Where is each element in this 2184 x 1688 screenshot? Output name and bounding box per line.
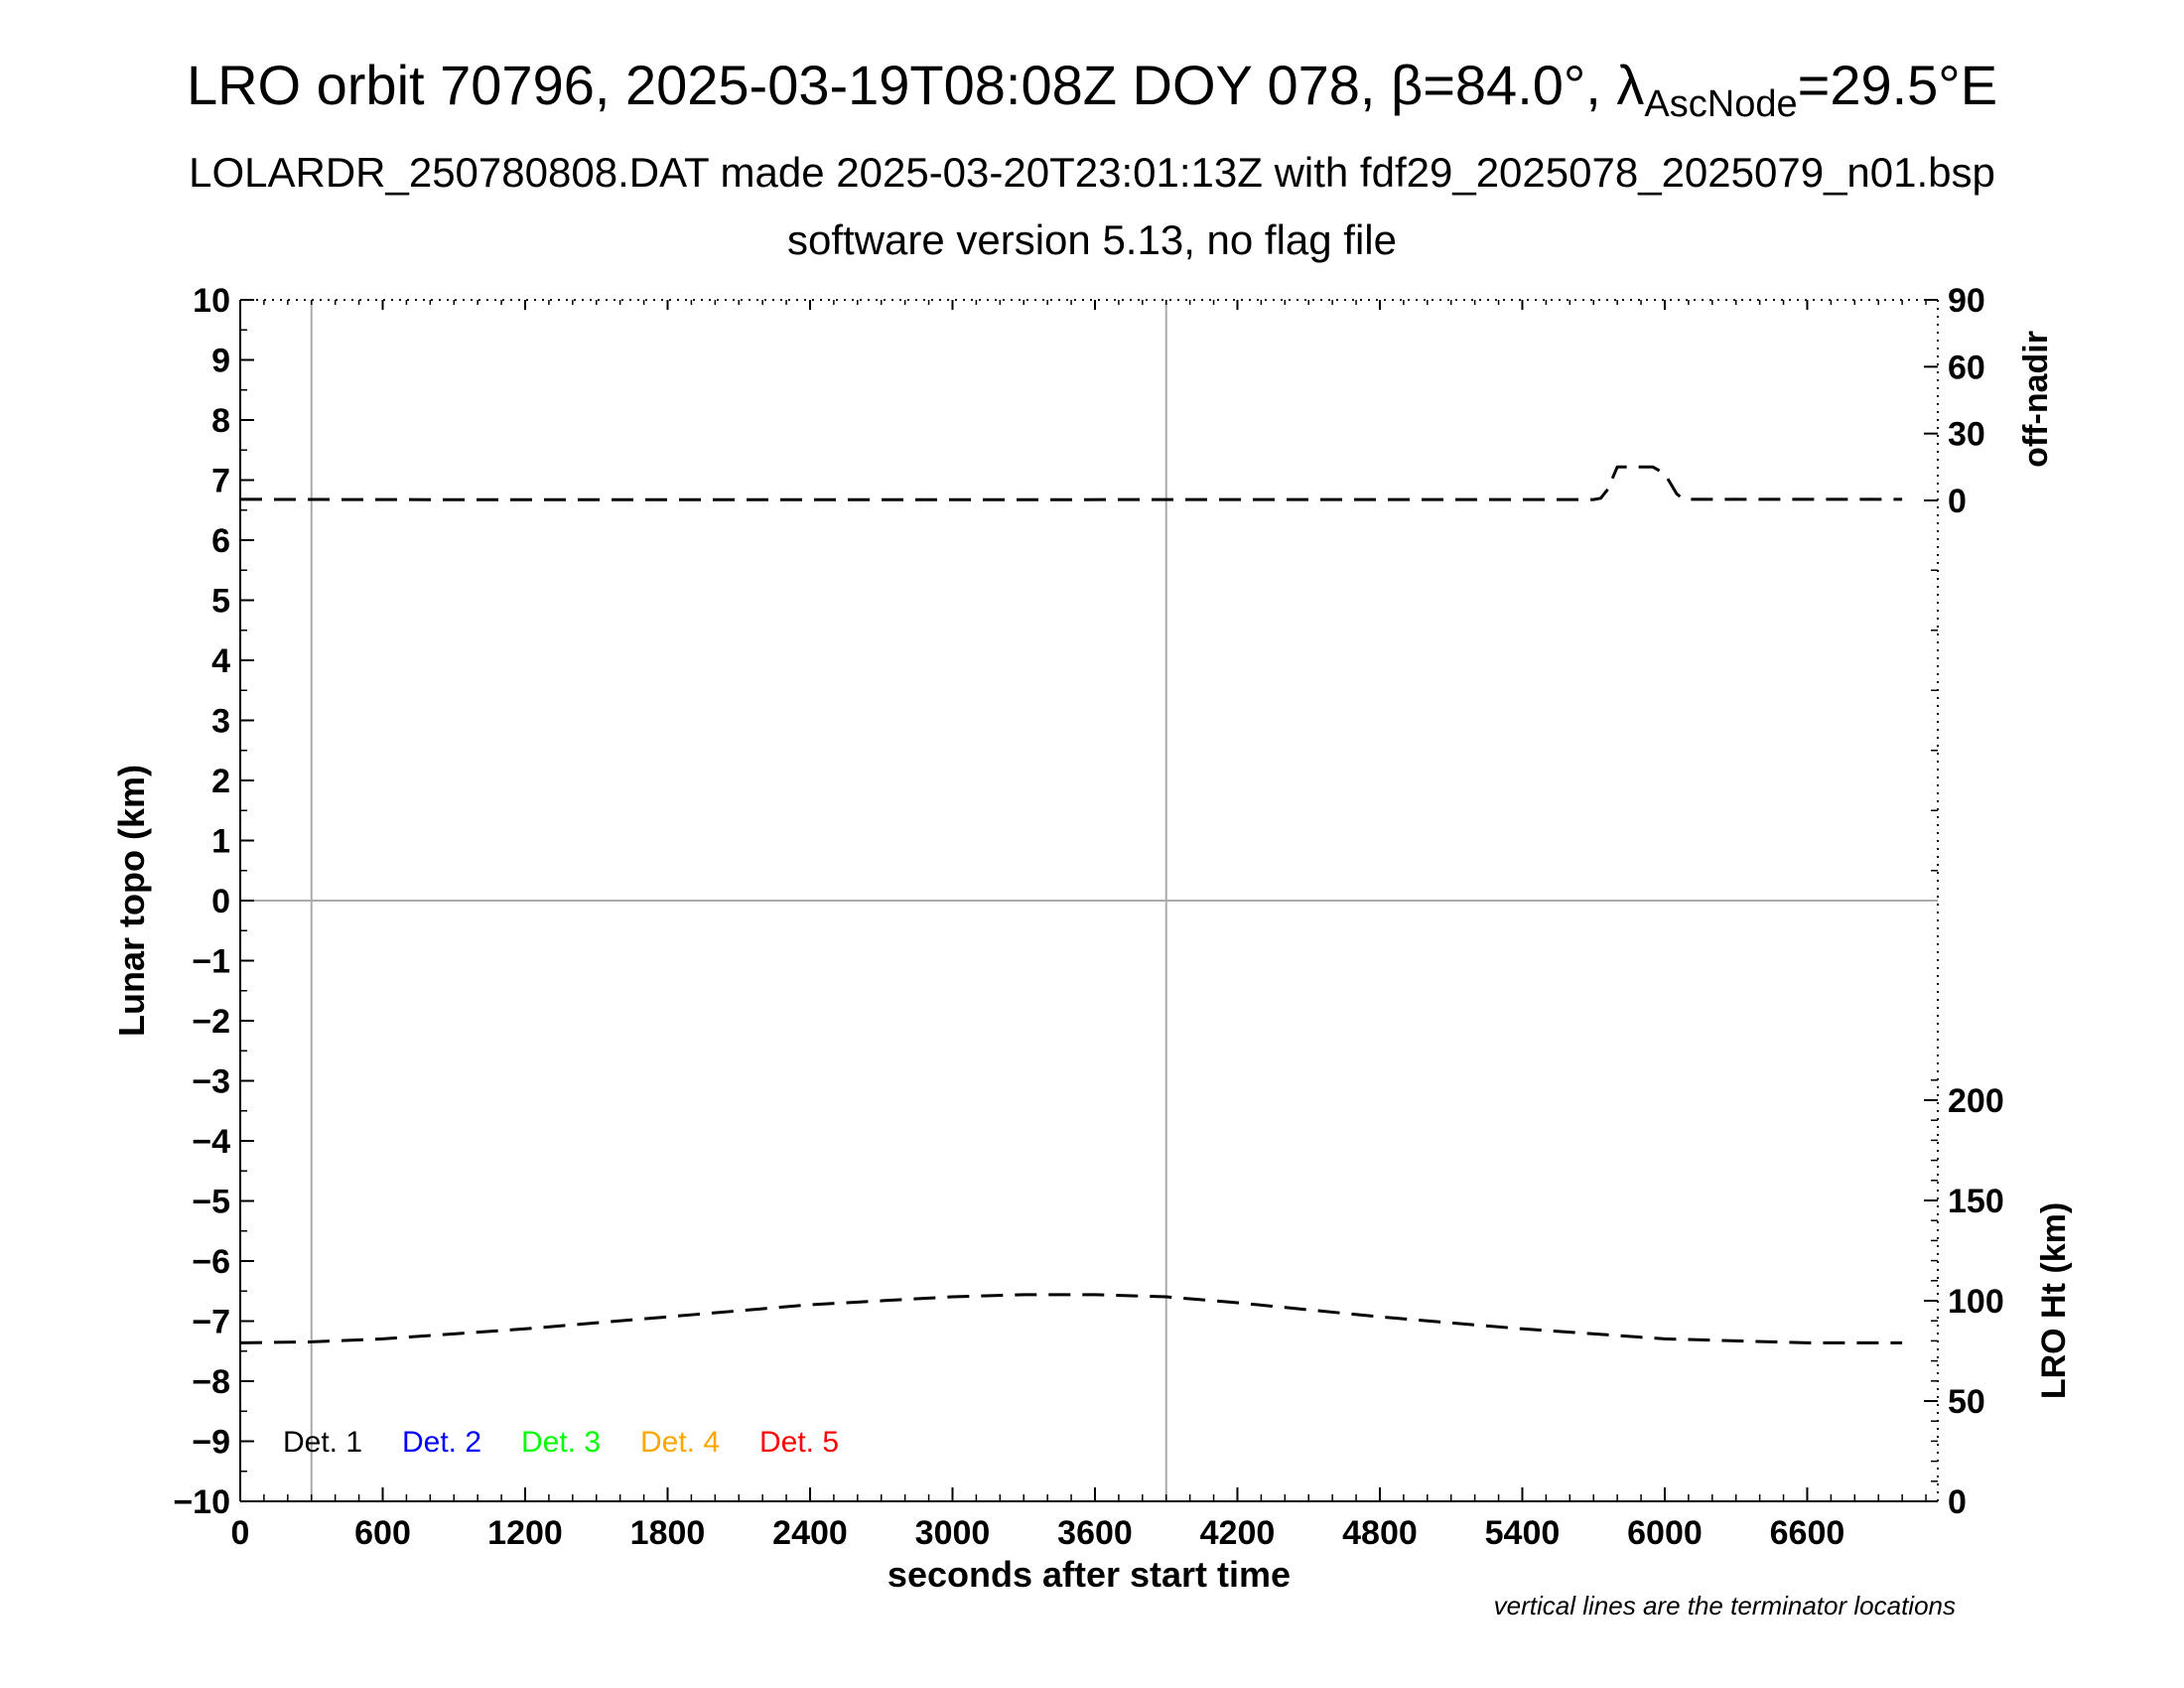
- y-tick-label: −5: [192, 1184, 230, 1221]
- chart-subtitle: LOLARDR_250780808.DAT made 2025-03-20T23…: [189, 149, 1995, 196]
- y-tick-label: 1: [211, 823, 230, 861]
- x-tick-label: 4200: [1200, 1514, 1276, 1552]
- chart-title-suffix: =29.5°E: [1797, 54, 1998, 116]
- y-tick-label: −9: [192, 1424, 230, 1462]
- lroht-tick-label: 150: [1948, 1183, 2004, 1220]
- lroht-tick-label: 100: [1948, 1283, 2004, 1321]
- legend-entry-det-4: Det. 4: [640, 1426, 720, 1459]
- x-axis-label: seconds after start time: [887, 1554, 1291, 1595]
- x-tick-label: 0: [231, 1514, 250, 1552]
- legend-entry-det-3: Det. 3: [521, 1426, 601, 1459]
- x-tick-label: 600: [354, 1514, 411, 1552]
- footnote: vertical lines are the terminator locati…: [1494, 1591, 1956, 1620]
- legend-entry-det-5: Det. 5: [759, 1426, 839, 1459]
- y-tick-label: −6: [192, 1243, 230, 1281]
- x-tick-label: 1800: [630, 1514, 706, 1552]
- grid-layer: [240, 300, 1938, 1501]
- y-tick-label: 3: [211, 703, 230, 741]
- y-tick-label: 2: [211, 763, 230, 800]
- y-tick-label: −2: [192, 1003, 230, 1041]
- y-tick-label: 0: [211, 883, 230, 920]
- legend: Det. 1 Det. 2 Det. 3 Det. 4 Det. 5: [283, 1426, 839, 1459]
- offnadir-tick-label: 60: [1948, 349, 1985, 386]
- y-axis-label: Lunar topo (km): [111, 765, 152, 1037]
- offnadir-axis-label: off-nadir: [2017, 331, 2055, 468]
- y-tick-label: −8: [192, 1363, 230, 1401]
- x-tick-label: 6000: [1627, 1514, 1703, 1552]
- y-tick-label: −7: [192, 1304, 230, 1341]
- y-tick-label: 5: [211, 583, 230, 621]
- y-tick-label: −3: [192, 1063, 230, 1101]
- series-layer: [239, 465, 1903, 1344]
- y-tick-label: 7: [211, 463, 230, 500]
- lroht-axis-label: LRO Ht (km): [2035, 1202, 2073, 1399]
- chart-title: LRO orbit 70796, 2025-03-19T08:08Z DOY 0…: [0, 50, 2184, 123]
- x-tick-label: 4800: [1342, 1514, 1418, 1552]
- chart-title-text: LRO orbit 70796, 2025-03-19T08:08Z DOY 0…: [186, 54, 1645, 116]
- legend-entry-det-1: Det. 1: [283, 1426, 362, 1459]
- x-tick-label: 1200: [487, 1514, 563, 1552]
- y-tick-label: 9: [211, 343, 230, 380]
- y-tick-label: 6: [211, 522, 230, 560]
- tick-layer: 0 600 1200 1800 2400 3000 3600 4200 4800 5400 6000…: [173, 282, 2003, 1552]
- y-tick-label: 10: [193, 282, 230, 320]
- y-tick-label: 4: [211, 642, 230, 680]
- axis-labels: seconds after start time Lunar topo (km) o…: [111, 331, 2073, 1620]
- chart-subtitle-software: software version 5.13, no flag file: [786, 216, 1397, 263]
- lroht-tick-label: 50: [1948, 1383, 1985, 1421]
- offnadir-tick-label: 30: [1948, 416, 1985, 454]
- x-tick-label: 6600: [1770, 1514, 1845, 1552]
- chart-title-subscript: AscNode: [1644, 83, 1798, 125]
- y-tick-label: −4: [192, 1123, 230, 1161]
- lroht-tick-label: 200: [1948, 1082, 2004, 1120]
- y-tick-label: 8: [211, 402, 230, 440]
- offnadir-tick-label: 90: [1948, 282, 1985, 320]
- y-tick-label: −10: [173, 1483, 230, 1521]
- x-tick-label: 2400: [772, 1514, 848, 1552]
- x-tick-label: 3600: [1057, 1514, 1133, 1552]
- offnadir-tick-label: 0: [1948, 483, 1967, 520]
- y-tick-label: −1: [192, 943, 230, 981]
- offnadir-series-line: [239, 465, 1903, 501]
- lroht-tick-label: 0: [1948, 1483, 1967, 1521]
- x-tick-label: 3000: [915, 1514, 991, 1552]
- legend-entry-det-2: Det. 2: [402, 1426, 481, 1459]
- lroht-series-line: [239, 1293, 1903, 1344]
- x-tick-label: 5400: [1485, 1514, 1561, 1552]
